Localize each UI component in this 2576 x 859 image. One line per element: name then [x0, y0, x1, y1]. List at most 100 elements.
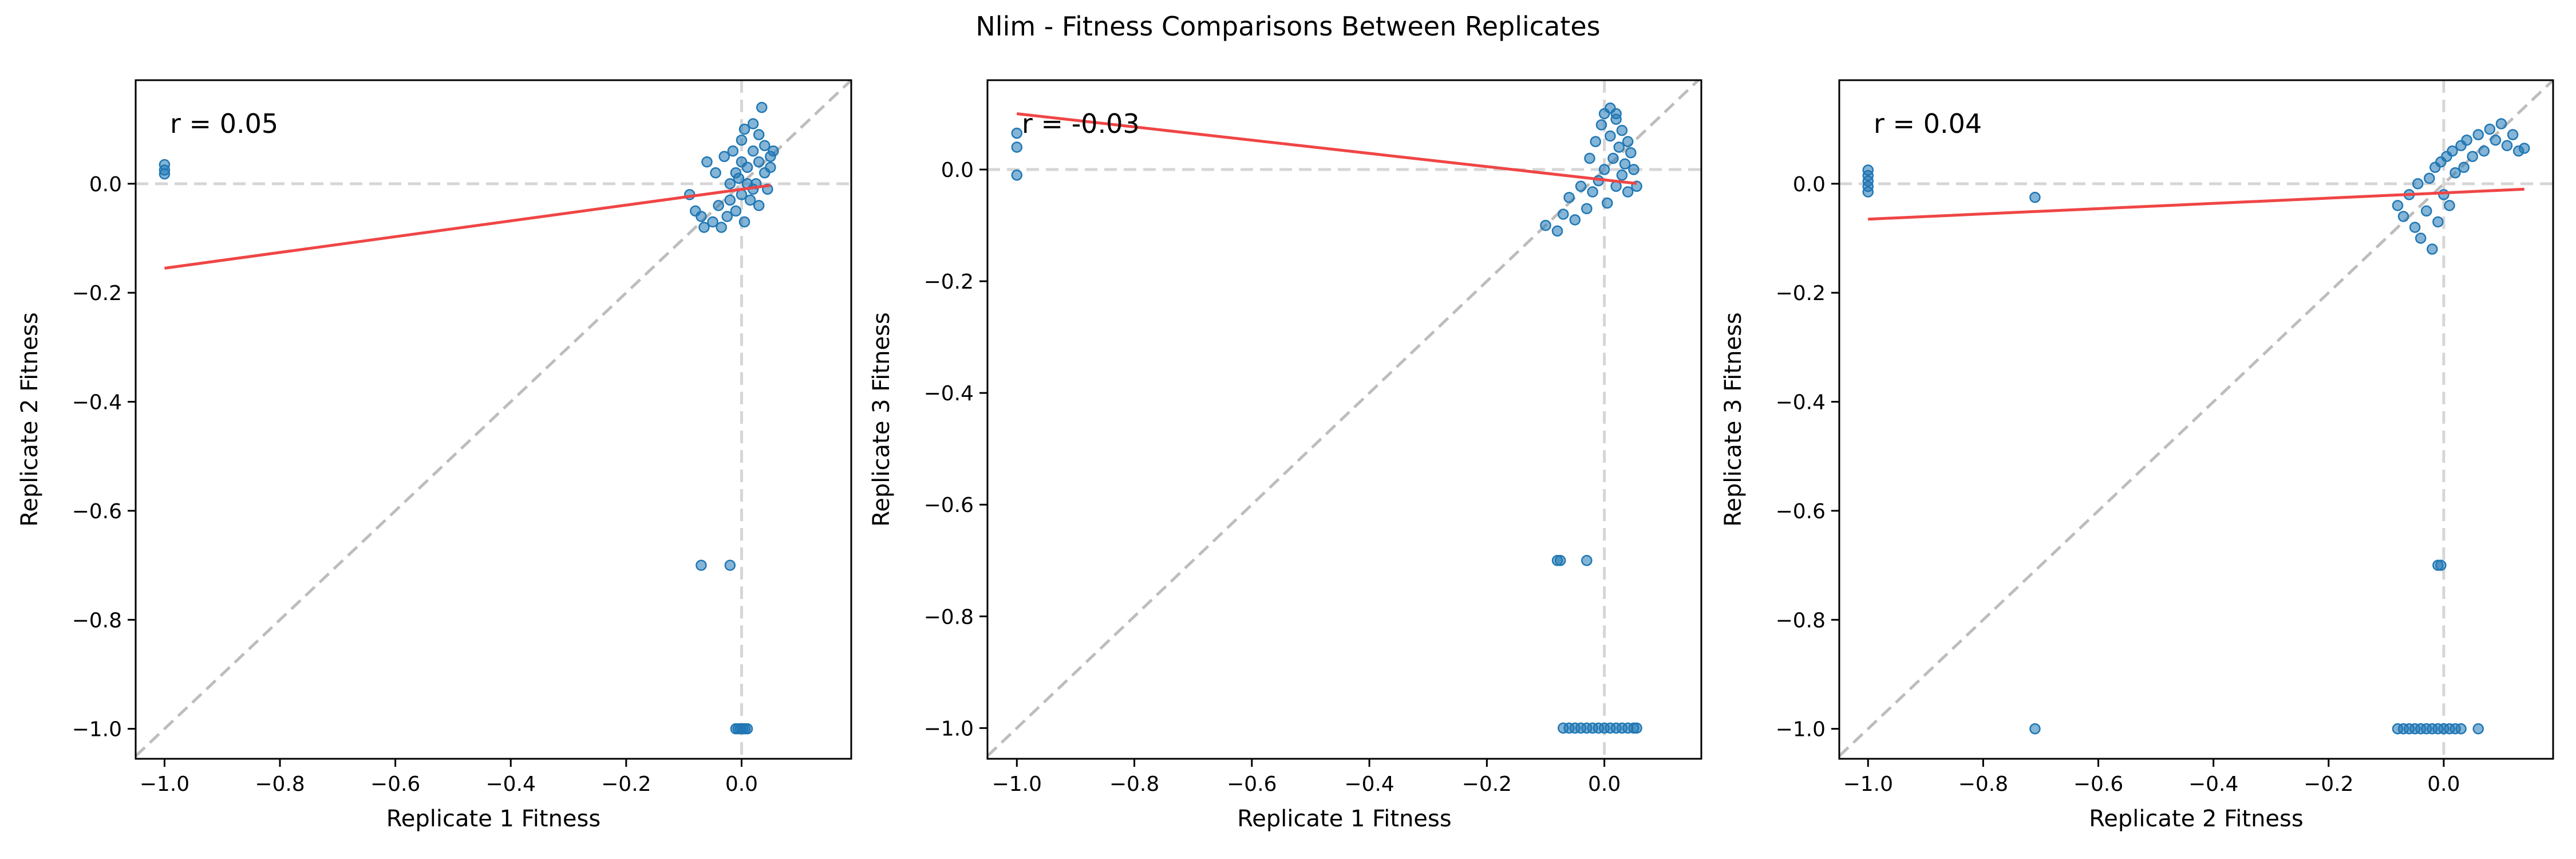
- scatter-point: [710, 167, 721, 179]
- scatter-point: [765, 161, 776, 174]
- scatter-point: [736, 134, 748, 146]
- y-tick-label: −0.4: [72, 391, 122, 415]
- identity-line: [1839, 80, 2553, 758]
- scatter-point: [1540, 219, 1551, 231]
- scatter-point: [753, 200, 765, 211]
- scatter-point: [159, 168, 171, 180]
- scatter-point: [716, 222, 727, 233]
- y-tick-label: −0.2: [924, 270, 974, 294]
- scatter-point: [1011, 127, 1023, 139]
- x-axis-label: Replicate 2 Fitness: [2089, 806, 2303, 832]
- scatter-point: [713, 200, 724, 211]
- scatter-point: [2472, 723, 2484, 735]
- scatter-point: [2438, 189, 2449, 200]
- scatter-point: [730, 167, 742, 179]
- scatter-point: [747, 118, 759, 129]
- scatter-point: [724, 559, 736, 571]
- scatter-point: [727, 145, 739, 157]
- subplot-3: −1.0 −0.8 −0.6 −0.4 −0.2 0.0 −1.0 −0.8 −0.6 −0.4 −…: [1720, 79, 2554, 832]
- scatter-point: [2461, 134, 2472, 146]
- scatter-point: [1595, 119, 1607, 131]
- regression-line: [1868, 187, 2524, 221]
- axes-frame: [1838, 79, 2554, 760]
- x-tick-label: −1.0: [992, 773, 1042, 796]
- scatter-point: [2435, 559, 2447, 571]
- y-tick-label: −0.4: [924, 382, 974, 405]
- subplot-1: −1.0 −0.8 −0.6 −0.4 −0.2 0.0 −1.0 −0.8 −0.6 −0.4 −…: [17, 79, 852, 832]
- y-tick-label: −1.0: [924, 717, 974, 740]
- scatter-point: [2029, 723, 2041, 735]
- y-tick-label: −1.0: [72, 718, 122, 742]
- scatter-point: [707, 216, 718, 228]
- x-tick-label: −0.2: [2304, 773, 2353, 796]
- scatter-point: [2432, 216, 2444, 228]
- scatter-point: [698, 222, 710, 233]
- scatter-point: [730, 205, 742, 217]
- scatter-point: [1610, 108, 1622, 120]
- scatter-point: [2507, 129, 2519, 140]
- scatter-point: [2444, 200, 2455, 211]
- scatter-point: [2484, 123, 2496, 135]
- scatter-point: [738, 216, 750, 228]
- x-tick-label: −0.2: [601, 773, 651, 796]
- scatter-point: [2409, 222, 2421, 233]
- scatter-point: [1554, 555, 1566, 566]
- scatter-point: [2397, 211, 2409, 222]
- y-tick-label: −0.8: [72, 609, 122, 632]
- y-tick-label: −0.6: [72, 500, 122, 523]
- scatter-point: [2472, 129, 2484, 140]
- scatter-point: [2424, 172, 2435, 184]
- scatter-point: [736, 156, 748, 168]
- scatter-point: [1622, 186, 1634, 198]
- scatter-point: [2412, 178, 2424, 190]
- scatter-point: [2495, 118, 2507, 129]
- y-tick-label: −0.8: [924, 605, 974, 629]
- scatter-point: [2392, 200, 2404, 211]
- scatter-point: [696, 559, 707, 571]
- x-tick-label: 0.0: [1588, 773, 1621, 796]
- scatter-point: [1602, 197, 1613, 209]
- y-tick-label: −0.2: [1776, 282, 1826, 305]
- y-axis-label: Replicate 3 Fitness: [868, 312, 895, 526]
- x-tick-label: −0.8: [1958, 773, 2008, 796]
- scatter-point: [738, 123, 750, 135]
- scatter-point: [721, 211, 733, 222]
- scatter-point: [1616, 125, 1628, 136]
- x-tick-label: −1.0: [140, 773, 189, 796]
- scatter-point: [1619, 158, 1631, 170]
- scatter-point: [741, 723, 753, 735]
- y-axis-label: Replicate 2 Fitness: [17, 312, 43, 526]
- scatter-point: [1613, 141, 1625, 153]
- scatter-point: [1581, 555, 1593, 566]
- scatter-point: [1011, 170, 1023, 181]
- scatter-point: [2467, 151, 2478, 163]
- x-tick-label: −0.4: [2188, 773, 2238, 796]
- scatter-point: [1581, 203, 1593, 215]
- scatter-point: [2501, 140, 2513, 151]
- scatter-point: [1563, 192, 1575, 203]
- regression-line: [1017, 112, 1637, 185]
- scatter-point: [2458, 161, 2470, 174]
- scatter-point: [2427, 243, 2438, 255]
- scatter-point: [1622, 136, 1634, 148]
- x-tick-label: −0.6: [2073, 773, 2123, 796]
- scatter-point: [1598, 164, 1610, 175]
- x-tick-label: −0.8: [255, 773, 305, 796]
- scatter-point: [2449, 167, 2461, 179]
- x-tick-label: −0.6: [370, 773, 420, 796]
- x-tick-label: −0.4: [1344, 773, 1394, 796]
- scatter-point: [1605, 130, 1616, 142]
- plot-area: [136, 80, 851, 759]
- axes-frame: [986, 79, 1702, 760]
- scatter-point: [724, 178, 736, 190]
- scatter-point: [2455, 723, 2467, 735]
- scatter-point: [2518, 143, 2530, 154]
- plot-area: [987, 80, 1701, 759]
- scatter-point: [1628, 164, 1639, 175]
- y-axis-label: Replicate 3 Fitness: [1720, 312, 1747, 526]
- y-tick-label: −0.6: [924, 494, 974, 517]
- scatter-point: [2447, 145, 2458, 157]
- scatter-point: [724, 194, 736, 206]
- y-tick-label: −0.6: [1776, 500, 1826, 523]
